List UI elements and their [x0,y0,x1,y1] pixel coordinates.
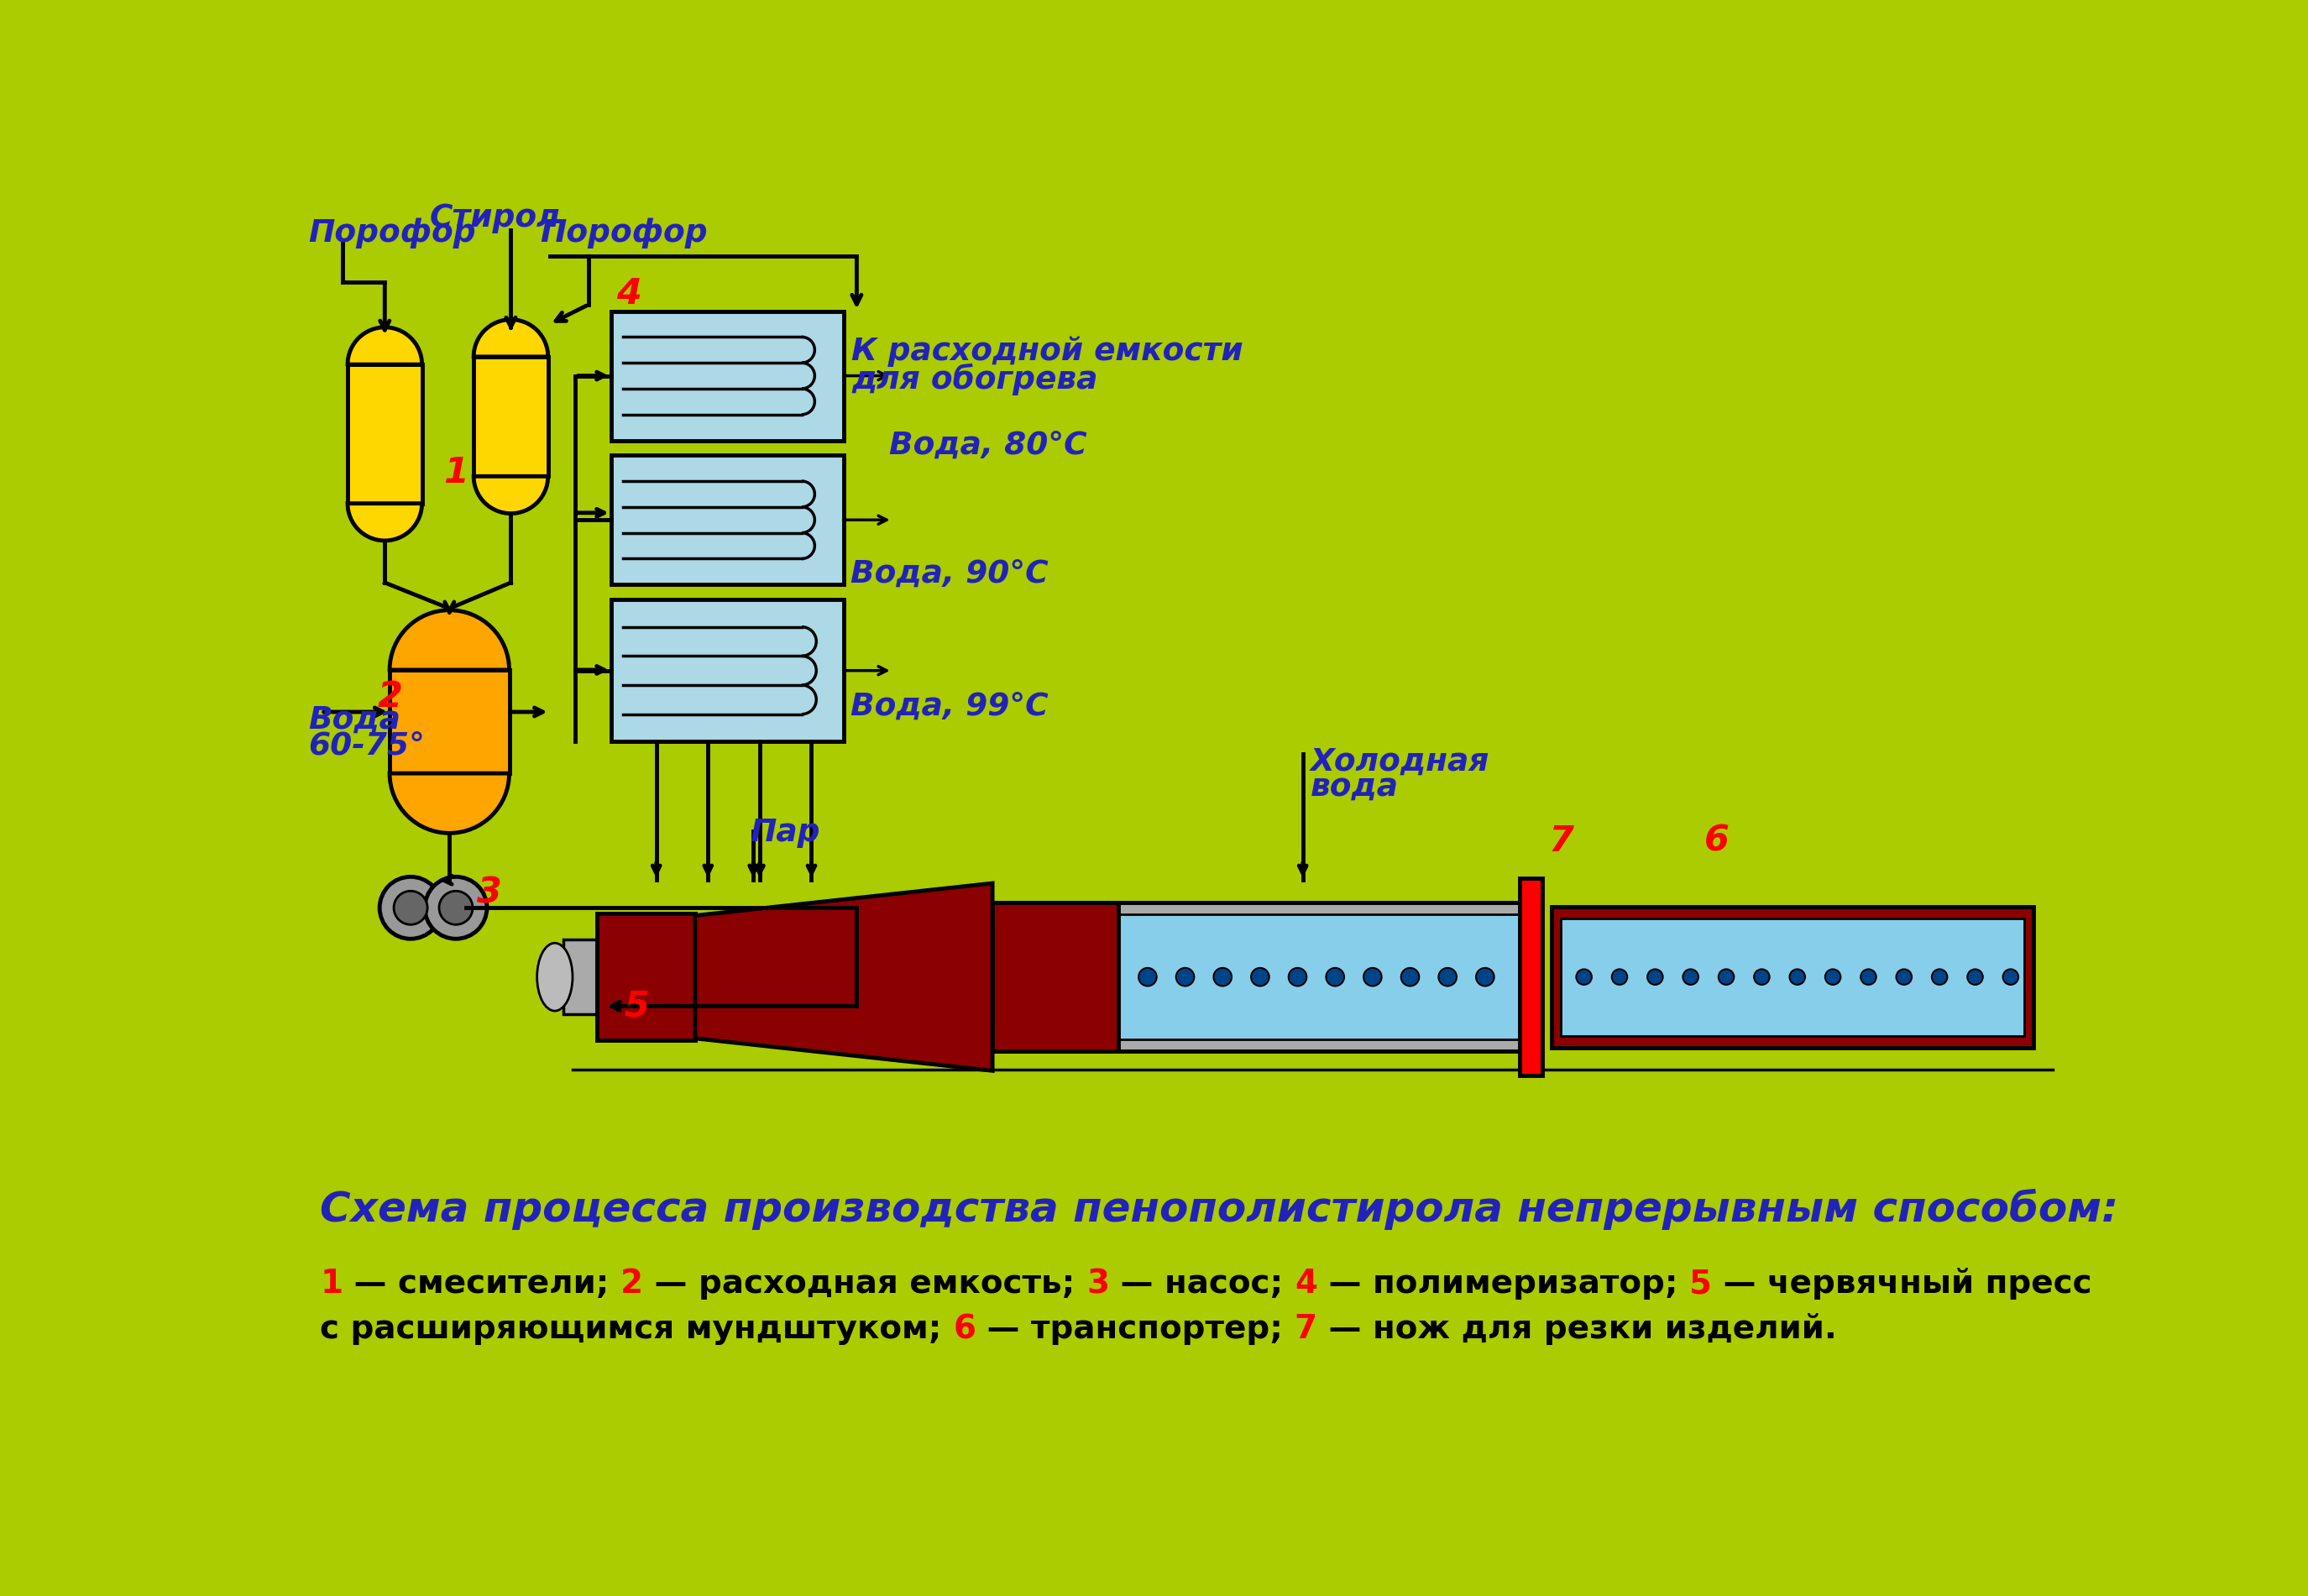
Text: Стирол: Стирол [429,204,561,233]
Circle shape [1438,967,1456,986]
Text: — насос;: — насос; [1110,1269,1295,1301]
Text: 7: 7 [1549,824,1574,859]
Wedge shape [349,503,422,541]
Circle shape [1789,969,1805,985]
Circle shape [1897,969,1911,985]
Circle shape [1401,967,1419,986]
Wedge shape [473,319,547,356]
Text: К расходной емкости: К расходной емкости [852,337,1244,367]
Text: 6: 6 [953,1314,976,1345]
Circle shape [1932,969,1948,985]
Circle shape [1477,967,1493,986]
Polygon shape [695,883,992,1071]
Circle shape [1648,969,1662,985]
Circle shape [1826,969,1842,985]
Circle shape [379,876,441,938]
Text: 6: 6 [1703,824,1729,859]
Text: 3: 3 [475,875,501,911]
Bar [992,903,1119,1052]
Text: 60-75°: 60-75° [309,731,425,761]
Text: — транспортер;: — транспортер; [976,1314,1295,1345]
Text: 4: 4 [616,276,642,311]
Text: Вода, 90°С: Вода, 90°С [849,559,1048,589]
Circle shape [1754,969,1770,985]
Text: 3: 3 [1087,1269,1110,1301]
Circle shape [1683,969,1699,985]
Text: Вода: Вода [309,705,402,736]
Circle shape [1611,969,1627,985]
Text: 4: 4 [1295,1269,1318,1301]
Bar [1519,878,1542,1076]
Circle shape [1288,967,1306,986]
Text: с расширяющимся мундштуком;: с расширяющимся мундштуком; [321,1314,953,1345]
Text: — расходная емкость;: — расходная емкость; [644,1269,1087,1301]
Text: 1: 1 [443,455,469,490]
Text: — смесители;: — смесители; [344,1269,621,1301]
Text: — нож для резки изделий.: — нож для резки изделий. [1318,1314,1837,1345]
Bar [999,915,1528,1039]
Text: — червячный пресс: — червячный пресс [1713,1269,2091,1301]
Text: для обогрева: для обогрева [852,362,1099,396]
Circle shape [1138,967,1156,986]
Circle shape [439,891,473,924]
Bar [349,364,422,503]
Bar [992,903,1535,1052]
Ellipse shape [538,943,572,1010]
Bar [598,913,695,1041]
Text: 2: 2 [621,1269,644,1301]
Circle shape [1177,967,1193,986]
Wedge shape [473,476,547,514]
Circle shape [1576,969,1593,985]
Bar [612,455,845,584]
Bar [1560,918,2024,1036]
Text: Пар: Пар [750,817,819,847]
Circle shape [2003,969,2020,985]
Text: 5: 5 [1689,1269,1713,1301]
Wedge shape [390,610,510,670]
Text: Холодная: Холодная [1311,747,1489,777]
Circle shape [1860,969,1876,985]
Wedge shape [390,774,510,833]
Bar [612,311,845,440]
Text: Порофор: Порофор [309,219,475,249]
Circle shape [1719,969,1733,985]
Text: 1: 1 [321,1269,344,1301]
Text: — полимеризатор;: — полимеризатор; [1318,1269,1689,1301]
Wedge shape [349,327,422,364]
Circle shape [1214,967,1232,986]
Circle shape [1966,969,1983,985]
Circle shape [1251,967,1269,986]
Text: Порофор: Порофор [540,219,709,249]
Circle shape [1364,967,1382,986]
Bar [473,356,547,476]
Text: 7: 7 [1295,1314,1318,1345]
Circle shape [425,876,487,938]
Text: Вода, 99°С: Вода, 99°С [849,691,1048,721]
Circle shape [1327,967,1343,986]
Bar [563,940,598,1015]
Bar [1551,907,2033,1047]
Text: Вода, 80°С: Вода, 80°С [889,431,1087,461]
Text: вода: вода [1311,772,1399,803]
Text: Схема процесса производства пенополистирола непрерывным способом:: Схема процесса производства пенополистир… [321,1189,2119,1229]
Text: 2: 2 [379,680,402,715]
Circle shape [395,891,427,924]
Text: 5: 5 [623,988,649,1023]
Bar [390,670,510,774]
Bar [612,600,845,742]
